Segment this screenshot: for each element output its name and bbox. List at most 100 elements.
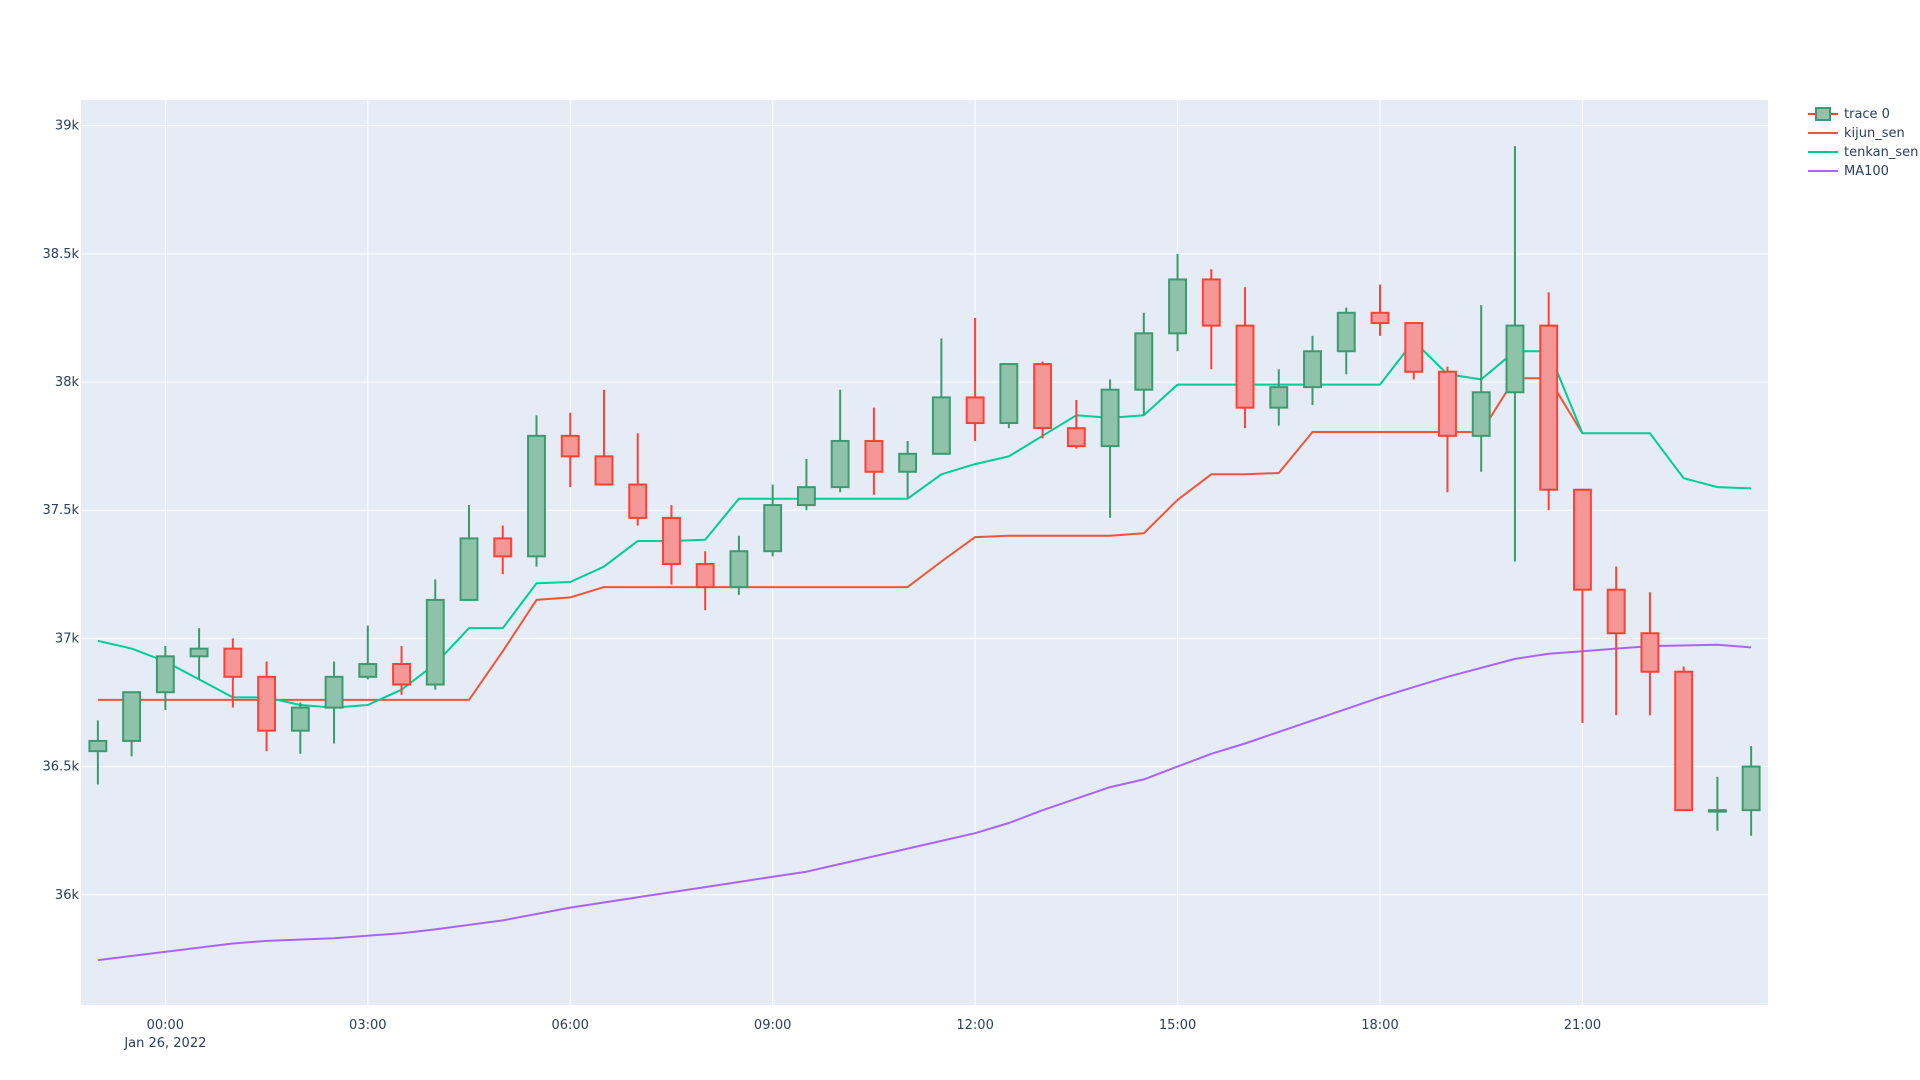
- candle-body: [796, 486, 816, 507]
- candle: [729, 535, 749, 595]
- candle-body: [560, 434, 580, 458]
- candle-body: [931, 396, 951, 455]
- candle-body: [257, 675, 277, 732]
- candle: [1303, 335, 1322, 406]
- candle: [898, 440, 918, 498]
- x-tick-label: 03:00: [349, 1018, 386, 1033]
- legend-label: tenkan_sen: [1844, 145, 1918, 160]
- candle-body: [122, 691, 142, 742]
- candle: [1134, 312, 1154, 416]
- candle-body: [425, 598, 445, 686]
- x-tick-label: 21:00: [1564, 1018, 1601, 1033]
- y-axis: 36k 36.5k 37k 37.5k 38k 38.5k 39k: [43, 119, 80, 903]
- x-tick-label: 09:00: [754, 1018, 791, 1033]
- indicator-lines: [97, 340, 1752, 962]
- candle: [1471, 305, 1491, 472]
- candle: [493, 525, 513, 575]
- legend-item-ma100[interactable]: MA100: [1808, 164, 1889, 179]
- candle: [796, 458, 816, 511]
- candle: [1033, 361, 1053, 439]
- x-tick-label: 12:00: [956, 1018, 993, 1033]
- candle-body: [392, 663, 411, 686]
- series-line-tenkan-sen: [97, 340, 1752, 709]
- candle: [1640, 592, 1660, 716]
- candle-body: [1066, 427, 1086, 448]
- candle-body: [1606, 588, 1626, 635]
- candle-body: [1404, 322, 1424, 373]
- candle: [830, 389, 850, 493]
- candle-body: [1303, 350, 1322, 389]
- x-tick-label: 06:00: [551, 1018, 588, 1033]
- legend-item-tenkan-sen[interactable]: tenkan_sen: [1808, 145, 1918, 160]
- candle: [358, 625, 378, 680]
- candle: [1168, 253, 1187, 352]
- candle-body: [594, 455, 614, 486]
- candle: [1674, 666, 1694, 812]
- candle-body: [527, 434, 546, 558]
- candle-body: [493, 537, 513, 558]
- candle-body: [1471, 391, 1491, 437]
- candle: [425, 579, 445, 690]
- y-tick-label: 37k: [55, 631, 80, 646]
- candle: [392, 646, 411, 695]
- candle: [257, 661, 277, 752]
- candle-body: [830, 439, 850, 489]
- grid-lines: [81, 100, 1768, 1005]
- candle: [628, 433, 648, 526]
- candle: [1066, 399, 1086, 449]
- candle: [1235, 287, 1255, 429]
- candle-body: [898, 452, 918, 473]
- x-tick-label: 18:00: [1361, 1018, 1398, 1033]
- candle-body: [1505, 324, 1525, 394]
- y-tick-label: 38.5k: [43, 247, 80, 262]
- candle-body: [189, 647, 209, 658]
- x-tick-label: 00:00: [147, 1018, 184, 1033]
- candle-body: [1134, 332, 1154, 391]
- candle: [1100, 379, 1120, 518]
- candle-body: [1539, 324, 1559, 491]
- candle: [459, 505, 479, 601]
- y-tick-label: 36k: [55, 888, 80, 903]
- legend[interactable]: trace 0 kijun_sen tenkan_sen MA100: [1808, 107, 1918, 179]
- legend-label: kijun_sen: [1844, 126, 1905, 141]
- candle-body: [459, 537, 479, 601]
- candle: [695, 551, 715, 611]
- candle: [122, 691, 142, 757]
- candle: [1707, 776, 1727, 831]
- legend-candle-swatch: [1815, 107, 1831, 121]
- series-line-ma100: [97, 643, 1752, 962]
- candle: [1438, 366, 1457, 493]
- x-axis: 00:00 Jan 26, 2022 03:00 06:00 09:00 12:00 15:…: [123, 1018, 1601, 1051]
- candle-body: [1269, 386, 1289, 409]
- candle: [1572, 488, 1592, 723]
- y-tick-label: 38k: [55, 375, 80, 390]
- y-tick-label: 37.5k: [43, 503, 80, 518]
- candle: [1505, 146, 1525, 562]
- candle: [1370, 284, 1390, 336]
- legend-item-kijun-sen[interactable]: kijun_sen: [1808, 126, 1905, 141]
- candle-body: [155, 655, 175, 694]
- candle-body: [1235, 324, 1255, 409]
- candle-body: [1100, 388, 1120, 448]
- legend-label: trace 0: [1844, 107, 1890, 122]
- candle-body: [1370, 311, 1390, 325]
- candle-body: [1572, 488, 1592, 591]
- candle: [1404, 322, 1424, 380]
- legend-label: MA100: [1844, 164, 1889, 179]
- candle: [324, 661, 344, 744]
- candle-body: [695, 563, 715, 589]
- candle-body: [88, 739, 108, 753]
- candle: [527, 415, 546, 567]
- candle: [1606, 566, 1626, 716]
- candle: [189, 628, 209, 680]
- candle-body: [1640, 632, 1660, 673]
- y-tick-label: 39k: [55, 119, 80, 134]
- candle: [290, 702, 310, 754]
- legend-item-trace-0[interactable]: trace 0: [1808, 107, 1890, 122]
- candle: [1539, 292, 1559, 511]
- candle: [1269, 369, 1289, 426]
- candle-body: [1336, 311, 1356, 353]
- candle: [88, 720, 108, 785]
- candle-body: [1741, 765, 1761, 812]
